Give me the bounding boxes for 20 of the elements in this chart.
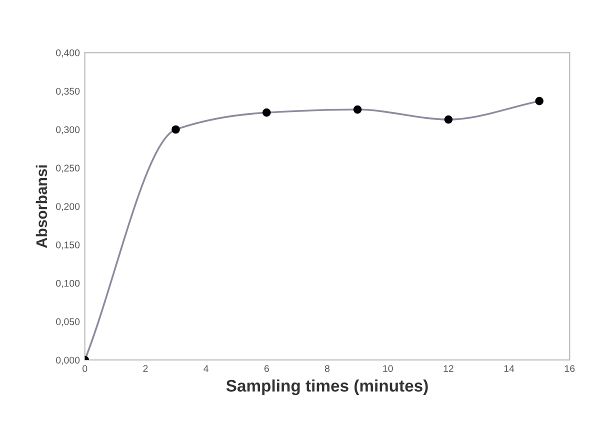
y-tick-label: 0,150 <box>56 241 80 250</box>
y-tick-label: 0,350 <box>56 88 80 96</box>
y-tick-label: 0,050 <box>56 318 80 326</box>
y-tick-label: 0,250 <box>56 164 80 173</box>
y-tick-label: 0,300 <box>56 126 80 134</box>
y-axis-title: Absorbansi <box>36 165 48 248</box>
x-tick-label: 4 <box>204 365 208 372</box>
x-tick-label: 8 <box>324 365 330 372</box>
x-tick-label: 10 <box>383 365 393 372</box>
x-tick-label: 16 <box>564 365 575 372</box>
x-tick-label: 2 <box>143 365 148 372</box>
x-tick-label: 6 <box>264 365 269 372</box>
x-tick-label: 14 <box>504 365 514 372</box>
y-tick-label: 0,000 <box>56 356 80 365</box>
y-tick-label: 0,400 <box>56 49 80 58</box>
y-tick-label: 0,100 <box>56 280 80 288</box>
x-axis-title: Sampling times (minutes) <box>226 379 428 396</box>
x-tick-label: 0 <box>82 365 88 372</box>
x-tick-label: 12 <box>444 365 454 372</box>
y-tick-label: 0,200 <box>56 203 80 212</box>
